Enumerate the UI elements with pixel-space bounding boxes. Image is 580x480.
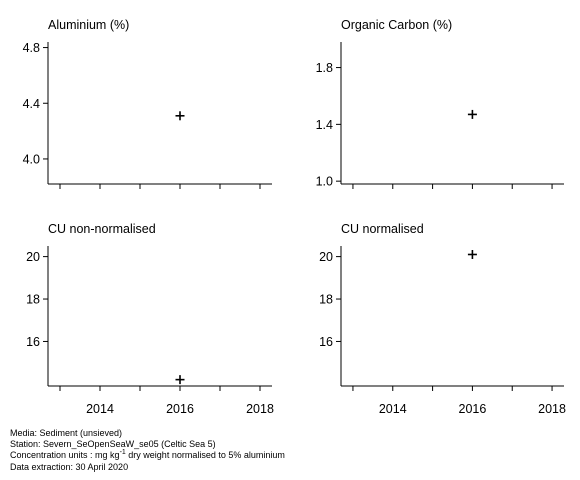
panel-title: Organic Carbon (%): [341, 18, 452, 32]
footer-extraction: Data extraction: 30 April 2020: [10, 461, 129, 472]
footer-units-prefix: Concentration units : mg kg: [10, 450, 120, 461]
y-tick-label: 1.4: [316, 118, 333, 132]
x-tick-label: 2018: [538, 402, 566, 416]
data-point-marker: [467, 249, 477, 259]
y-tick-label: 18: [26, 293, 40, 307]
x-tick-label: 2016: [166, 402, 194, 416]
y-tick-label: 4.8: [23, 41, 40, 55]
footer-units: Concentration units : mg kg-1 dry weight…: [10, 449, 285, 461]
y-tick-label: 4.4: [23, 97, 40, 111]
chart-panel-4: CU normalised 16 18 20 2014 2016 2018: [319, 222, 566, 416]
panel-title: CU non-normalised: [48, 222, 156, 236]
y-tick-label: 20: [26, 250, 40, 264]
y-tick-label: 18: [319, 293, 333, 307]
data-point-marker: [467, 109, 477, 119]
data-point-marker: [175, 375, 185, 385]
panel-title: CU normalised: [341, 222, 424, 236]
x-tick-label: 2014: [379, 402, 407, 416]
data-point-marker: [175, 111, 185, 121]
panel-title: Aluminium (%): [48, 18, 129, 32]
y-tick-label: 1.8: [316, 61, 333, 75]
x-tick-label: 2014: [86, 402, 114, 416]
footer-units-suffix: dry weight normalised to 5% aluminium: [125, 450, 285, 461]
chart-panel-3: CU non-normalised 16 18 20 2014 2016 2018: [26, 222, 274, 416]
y-tick-label: 1.0: [316, 175, 333, 189]
x-tick-label: 2016: [459, 402, 487, 416]
footer-units-sup: -1: [119, 449, 126, 457]
footer-notes: Media: Sediment (unsieved) Station: Seve…: [10, 428, 285, 473]
x-tick-label: 2018: [246, 402, 274, 416]
y-tick-label: 16: [26, 335, 40, 349]
footer-media: Media: Sediment (unsieved): [10, 428, 123, 438]
chart-panel-1: Aluminium (%) 4.0 4.4 4.8: [23, 18, 272, 189]
y-tick-label: 4.0: [23, 152, 40, 166]
y-tick-label: 20: [319, 250, 333, 264]
chart-panel-2: Organic Carbon (%) 1.0 1.4 1.8: [316, 18, 564, 189]
y-tick-label: 16: [319, 335, 333, 349]
footer-station: Station: Severn_SeOpenSeaW_se05 (Celtic …: [10, 439, 216, 450]
